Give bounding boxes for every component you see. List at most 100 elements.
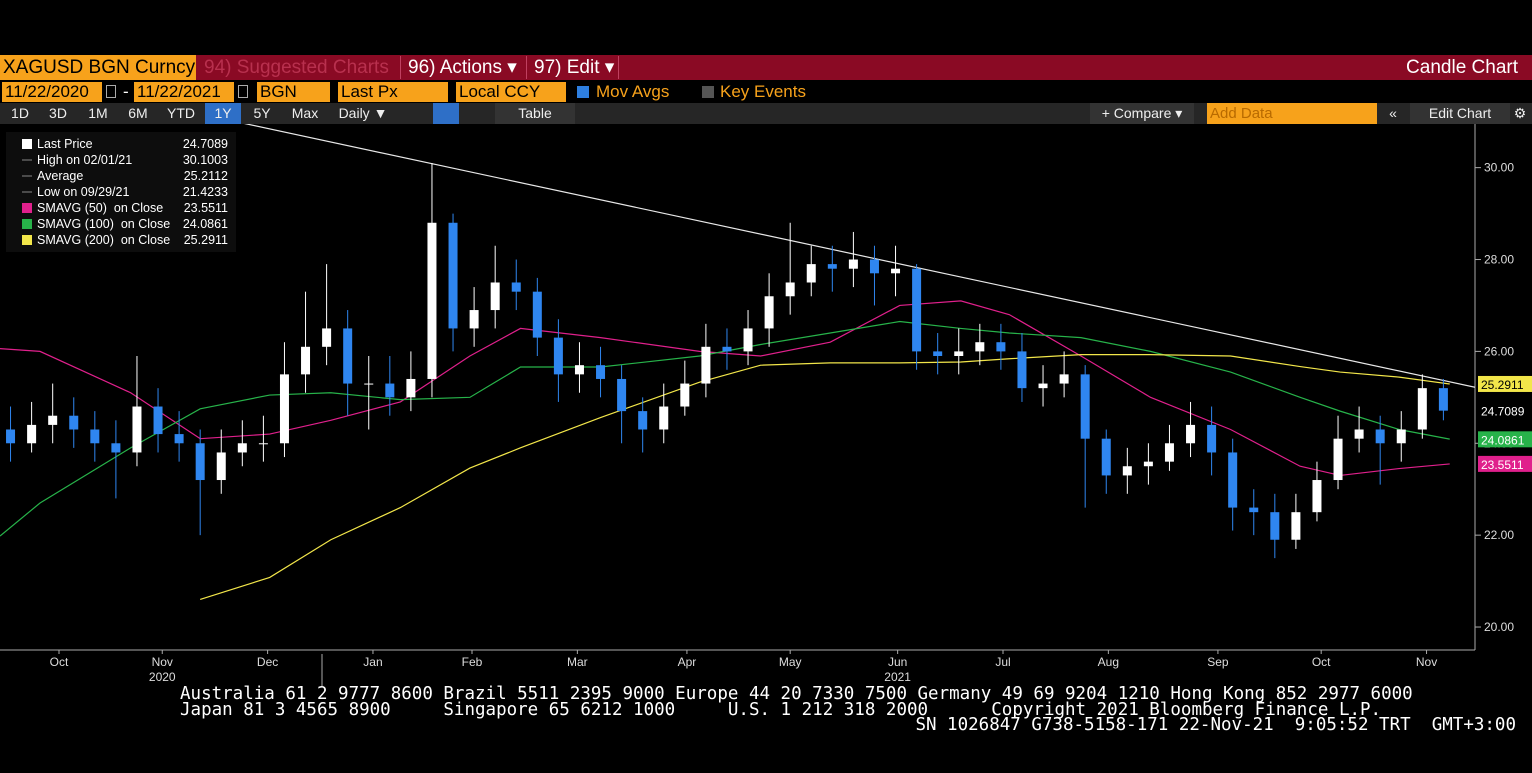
legend-label: SMAVG (200) on Close — [37, 233, 170, 247]
calendar-icon[interactable] — [238, 85, 248, 98]
ma-badge — [1478, 375, 1532, 392]
candle-body — [132, 406, 142, 453]
candle-body — [996, 342, 1006, 352]
candle-body — [1291, 512, 1301, 540]
candle-icon[interactable] — [433, 103, 459, 124]
period-button-selected[interactable]: 1Y — [205, 103, 241, 124]
candle-body — [279, 374, 289, 444]
x-tick-label: Sep — [1207, 655, 1229, 669]
candle-body — [1143, 461, 1153, 467]
candle-body — [301, 346, 311, 375]
checkbox[interactable] — [702, 86, 714, 98]
candle-body — [406, 378, 416, 398]
candle-body — [1122, 466, 1132, 476]
candle-body — [869, 259, 879, 274]
legend-swatch — [22, 139, 32, 149]
checkbox-checked[interactable] — [577, 86, 589, 98]
candle-body — [659, 406, 669, 430]
x-tick-label: Nov — [152, 655, 173, 669]
candle-body — [1375, 429, 1385, 444]
mov-avgs-label[interactable]: Mov Avgs — [596, 82, 670, 101]
candle-body — [596, 365, 606, 379]
separator — [618, 56, 619, 79]
y-tick-label: 26.00 — [1484, 344, 1514, 358]
legend-value: 24.7089 — [183, 137, 228, 151]
candle-body — [469, 310, 479, 329]
candle-body — [743, 328, 753, 352]
candle-body — [680, 383, 690, 407]
candle-body — [1438, 388, 1448, 411]
add-data-input[interactable]: Add Data — [1207, 103, 1377, 124]
ma-badge — [1478, 455, 1532, 472]
candle-body — [532, 291, 542, 338]
settings-icon[interactable]: ⚙ — [1513, 105, 1527, 121]
candle-body — [1164, 443, 1174, 462]
candle-body — [975, 342, 985, 352]
candle-body — [1333, 438, 1343, 481]
period-button[interactable]: Max — [291, 105, 319, 121]
y-tick-label: 20.00 — [1484, 620, 1514, 634]
key-events-label[interactable]: Key Events — [720, 82, 806, 101]
candle-body — [90, 429, 100, 444]
legend-value: 25.2112 — [184, 169, 228, 183]
candle-body — [701, 346, 711, 384]
source[interactable]: BGN — [257, 82, 330, 102]
currency[interactable]: Local CCY — [456, 82, 566, 102]
candle-body — [574, 365, 584, 375]
suggested-charts[interactable]: 94) Suggested Charts — [204, 57, 389, 78]
period-button[interactable]: 3D — [49, 105, 67, 121]
start-date[interactable]: 11/22/2020 — [2, 82, 102, 102]
period-button[interactable]: 1D — [11, 105, 29, 121]
table-button[interactable]: Table — [495, 103, 575, 124]
x-tick-label: Dec — [257, 655, 278, 669]
period-button[interactable]: YTD — [167, 105, 195, 121]
x-tick-label: May — [779, 655, 802, 669]
candle-body — [1080, 374, 1090, 439]
candle-body — [1270, 512, 1280, 540]
year-label: 2021 — [884, 670, 911, 684]
candle-body — [258, 443, 268, 445]
candle-body — [933, 351, 943, 356]
legend-swatch — [22, 219, 32, 229]
legend-value: 23.5511 — [184, 201, 228, 215]
candle-body — [848, 259, 858, 269]
security[interactable]: XAGUSD BGN Curncy — [0, 55, 196, 80]
candle-body — [1038, 383, 1048, 389]
edit-chart-button[interactable]: Edit Chart — [1410, 103, 1510, 124]
period-button[interactable]: 5Y — [253, 105, 271, 121]
legend-value: 24.0861 — [183, 217, 228, 231]
x-tick-label: Jun — [888, 655, 907, 669]
candle-body — [1354, 429, 1364, 439]
moving-average-line — [0, 320, 1450, 537]
edit-menu[interactable]: 97) Edit ▾ — [534, 57, 615, 78]
calendar-icon[interactable] — [106, 85, 116, 98]
legend-label: Last Price — [37, 137, 93, 151]
candle-body — [490, 282, 500, 311]
frequency[interactable]: Daily ▼ — [338, 105, 388, 121]
date-dash: - — [123, 82, 129, 101]
ma-badge-label: 23.5511 — [1481, 458, 1524, 472]
candle-body — [764, 296, 774, 329]
period-button[interactable]: 1M — [88, 105, 108, 121]
actions-menu[interactable]: 96) Actions ▾ — [408, 57, 517, 78]
candle-body — [891, 268, 901, 274]
candle-body — [954, 351, 964, 356]
candle-body — [385, 383, 395, 398]
ma-badge — [1478, 431, 1532, 448]
legend-swatch — [22, 235, 32, 245]
candle-body — [1059, 374, 1069, 384]
field[interactable]: Last Px — [338, 82, 448, 102]
candle-body — [1186, 424, 1196, 444]
candle-body — [364, 383, 374, 385]
legend-label: Average — [37, 169, 83, 183]
period-button[interactable]: 6M — [128, 105, 148, 121]
candle-body — [553, 337, 563, 375]
x-tick-label: Oct — [1312, 655, 1331, 669]
legend-label: SMAVG (50) on Close — [37, 201, 163, 215]
compare-button[interactable]: + Compare ▾ — [1090, 103, 1194, 124]
end-date[interactable]: 11/22/2021 — [134, 82, 234, 102]
moving-average-line — [0, 300, 1450, 477]
candle-body — [111, 443, 121, 453]
candle-body — [6, 429, 16, 444]
collapse-icon[interactable]: « — [1389, 105, 1397, 121]
